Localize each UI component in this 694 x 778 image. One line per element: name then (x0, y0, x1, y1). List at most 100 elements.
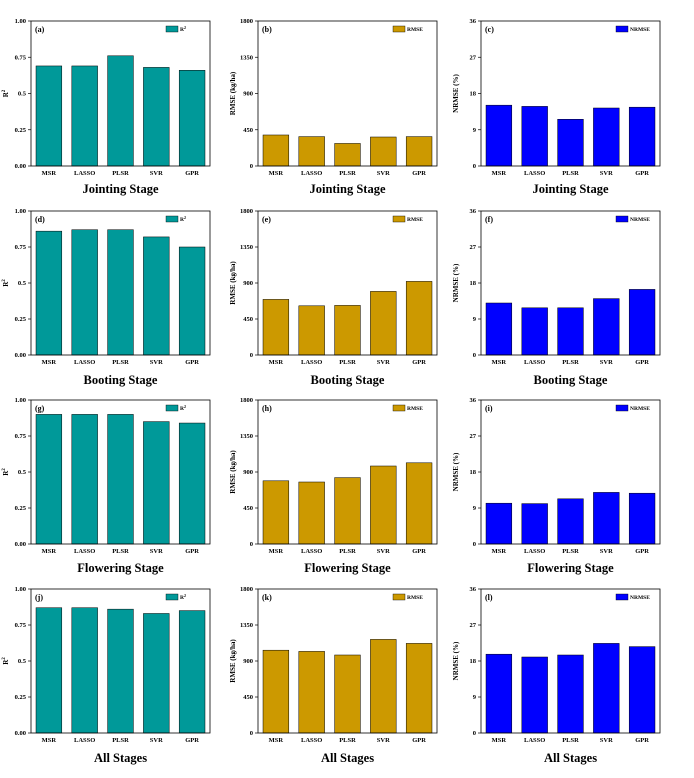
legend-label-superscript: 2 (184, 593, 186, 598)
bar-gpr (405, 136, 433, 167)
x-tick-label: GPR (635, 737, 649, 744)
bar-msr (485, 502, 513, 545)
bar-msr (262, 649, 290, 734)
y-tick-label: 900 (243, 658, 253, 665)
bar-lasso (71, 65, 98, 167)
bar-gpr (178, 246, 206, 356)
bar-svr (143, 236, 170, 356)
x-tick-label: SVR (150, 548, 163, 555)
panel-label: (h) (262, 404, 272, 413)
x-tick-label: MSR (42, 359, 57, 366)
y-tick-label: 0.25 (15, 127, 27, 134)
y-tick-label: 0.5 (18, 280, 27, 287)
y-tick-label: 0.00 (15, 163, 26, 170)
legend-label: R2 (180, 25, 186, 33)
legend-label-superscript: 2 (184, 404, 186, 409)
y-tick-label: 27 (470, 622, 477, 629)
panel-label: (a) (35, 25, 45, 34)
bar-lasso (298, 136, 325, 167)
x-tick-label: GPR (635, 170, 649, 177)
y-tick-label: 0.75 (15, 433, 27, 440)
panel-label: (e) (262, 215, 271, 224)
x-tick-label: LASSO (524, 548, 545, 555)
chart-panel-b: MSR LASSO PLSR SVR GPR 0 450 900 1350 1800 RMSE (k… (229, 18, 438, 196)
x-tick-label: MSR (492, 359, 507, 366)
x-tick-label: GPR (185, 548, 199, 555)
y-tick-label: 1.00 (15, 18, 26, 25)
stage-title: Booting Stage (311, 373, 385, 387)
stage-title: Jointing Stage (309, 182, 386, 196)
bar-msr (485, 302, 513, 356)
y-tick-label: 0 (250, 730, 253, 737)
bar-lasso (71, 414, 98, 545)
x-tick-label: SVR (377, 548, 390, 555)
x-tick-label: LASSO (524, 170, 545, 177)
stage-title: Flowering Stage (304, 561, 391, 575)
bar-msr (35, 230, 63, 356)
x-tick-label: PLSR (562, 170, 579, 177)
y-tick-label: 9 (473, 505, 477, 512)
stage-title: Booting Stage (534, 373, 608, 387)
legend-label: R2 (180, 404, 186, 412)
bar-lasso (521, 656, 548, 734)
y-tick-label: 0 (473, 730, 476, 737)
bar-lasso (521, 106, 548, 167)
x-tick-label: LASSO (301, 737, 322, 744)
bar-lasso (521, 503, 548, 545)
bar-gpr (628, 106, 656, 167)
chart-panel-g: MSR LASSO PLSR SVR GPR 0.00 0.25 0.5 0.75 1.00 R2 (… (2, 397, 211, 575)
y-tick-label: 36 (470, 18, 477, 25)
x-tick-label: GPR (635, 359, 649, 366)
x-tick-label: GPR (412, 737, 426, 744)
chart-panel-e: MSR LASSO PLSR SVR GPR 0 450 900 1350 1800 RMSE (k… (229, 208, 438, 387)
legend-swatch (165, 215, 179, 223)
bar-msr (262, 134, 290, 167)
x-tick-label: MSR (269, 359, 284, 366)
y-tick-label: 0.75 (15, 622, 27, 629)
panel-label: (i) (485, 404, 493, 413)
legend-label: NRMSE (630, 595, 650, 601)
bar-gpr (178, 610, 206, 734)
bar-lasso (298, 481, 325, 545)
legend-label: R2 (180, 215, 186, 223)
bar-svr (143, 613, 170, 734)
x-tick-label: PLSR (112, 548, 129, 555)
y-tick-label: 1.00 (15, 586, 26, 593)
x-tick-label: MSR (42, 737, 57, 744)
x-tick-label: SVR (150, 737, 163, 744)
bar-plsr (557, 307, 584, 356)
legend-label: NRMSE (630, 217, 650, 223)
stage-title: All Stages (94, 751, 147, 765)
y-tick-label: 18 (470, 91, 477, 98)
y-tick-label: 1800 (240, 397, 253, 404)
legend-label: RMSE (407, 406, 423, 412)
y-axis-label: RMSE (kg/ha) (229, 639, 237, 683)
y-tick-label: 9 (473, 694, 477, 701)
y-tick-label: 36 (470, 208, 477, 215)
y-tick-label: 18 (470, 469, 477, 476)
y-tick-label: 0.25 (15, 316, 27, 323)
legend-label: NRMSE (630, 406, 650, 412)
bar-gpr (628, 646, 656, 734)
y-axis-label: R2 (2, 279, 10, 287)
legend-swatch (392, 25, 406, 33)
bar-svr (143, 421, 170, 545)
bar-plsr (107, 229, 134, 356)
x-tick-label: MSR (492, 170, 507, 177)
x-tick-label: PLSR (562, 548, 579, 555)
bar-svr (370, 465, 397, 545)
chart-panel-c: MSR LASSO PLSR SVR GPR 0 9 18 27 36 NRMSE (%) (c) NR… (452, 18, 661, 196)
legend-swatch (392, 593, 406, 601)
x-tick-label: MSR (492, 737, 507, 744)
bar-svr (593, 107, 620, 167)
panel-label: (g) (35, 404, 45, 413)
bar-svr (593, 643, 620, 734)
x-tick-label: SVR (150, 170, 163, 177)
y-tick-label: 1800 (240, 208, 253, 215)
bar-lasso (71, 229, 98, 356)
panel-label: (f) (485, 215, 493, 224)
y-tick-label: 36 (470, 586, 477, 593)
y-tick-label: 900 (243, 469, 253, 476)
x-tick-label: SVR (600, 170, 613, 177)
bar-plsr (107, 608, 134, 734)
